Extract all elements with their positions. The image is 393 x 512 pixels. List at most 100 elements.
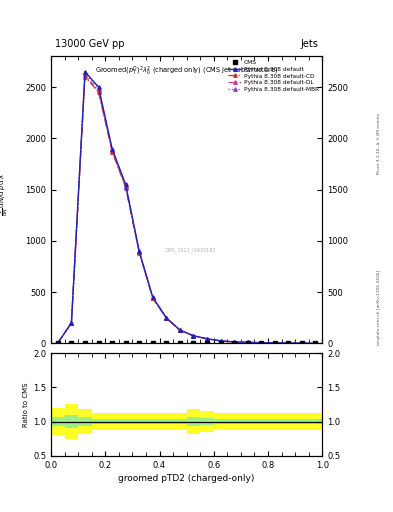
Line: Pythia 8.308 default-DL: Pythia 8.308 default-DL bbox=[56, 73, 317, 345]
CMS bbox=[272, 340, 277, 346]
Pythia 8.308 default-DL bbox=[96, 88, 101, 94]
CMS bbox=[164, 340, 169, 346]
Pythia 8.308 default-CD bbox=[272, 340, 277, 346]
CMS bbox=[69, 340, 74, 346]
CMS bbox=[313, 340, 318, 346]
Pythia 8.308 default-MBR bbox=[110, 146, 114, 153]
Line: Pythia 8.308 default-MBR: Pythia 8.308 default-MBR bbox=[56, 71, 317, 345]
Pythia 8.308 default-CD bbox=[164, 315, 169, 322]
Pythia 8.308 default-CD bbox=[151, 295, 155, 302]
Line: Pythia 8.308 default-CD: Pythia 8.308 default-CD bbox=[56, 75, 317, 345]
Pythia 8.308 default-CD bbox=[259, 339, 264, 346]
Text: Jets: Jets bbox=[301, 38, 318, 49]
Pythia 8.308 default-DL bbox=[299, 340, 304, 346]
CMS bbox=[245, 340, 250, 346]
Pythia 8.308 default-MBR bbox=[299, 340, 304, 346]
Pythia 8.308 default-CD bbox=[69, 320, 74, 326]
Pythia 8.308 default-MBR bbox=[151, 294, 155, 301]
Pythia 8.308 default-DL bbox=[245, 339, 250, 346]
CMS bbox=[137, 340, 141, 346]
Pythia 8.308 default-DL bbox=[83, 72, 87, 78]
Pythia 8.308 default-DL bbox=[232, 339, 237, 345]
Pythia 8.308 default-CD bbox=[286, 340, 291, 346]
Legend: CMS, Pythia 8.308 default, Pythia 8.308 default-CD, Pythia 8.308 default-DL, Pyt: CMS, Pythia 8.308 default, Pythia 8.308 … bbox=[227, 58, 321, 94]
Pythia 8.308 default bbox=[164, 315, 169, 321]
Pythia 8.308 default-DL bbox=[123, 183, 128, 189]
Pythia 8.308 default-CD bbox=[83, 74, 87, 80]
Pythia 8.308 default-MBR bbox=[218, 338, 223, 344]
Pythia 8.308 default bbox=[286, 340, 291, 346]
Pythia 8.308 default-DL bbox=[259, 339, 264, 346]
Pythia 8.308 default-DL bbox=[55, 340, 60, 346]
X-axis label: groomed pTD2 (charged-only): groomed pTD2 (charged-only) bbox=[118, 474, 255, 483]
Pythia 8.308 default bbox=[151, 294, 155, 301]
CMS bbox=[299, 340, 304, 346]
Text: CMS_2021_I1920187: CMS_2021_I1920187 bbox=[165, 247, 217, 253]
CMS bbox=[96, 340, 101, 346]
Text: Rivet 3.1.10, ≥ 3.2M events: Rivet 3.1.10, ≥ 3.2M events bbox=[377, 113, 381, 174]
Pythia 8.308 default bbox=[218, 338, 223, 344]
Pythia 8.308 default-DL bbox=[178, 327, 182, 333]
Pythia 8.308 default-DL bbox=[164, 315, 169, 321]
Pythia 8.308 default bbox=[55, 340, 60, 346]
Pythia 8.308 default bbox=[191, 333, 196, 339]
CMS bbox=[232, 340, 237, 346]
Pythia 8.308 default-CD bbox=[55, 340, 60, 346]
Pythia 8.308 default-CD bbox=[123, 184, 128, 190]
Pythia 8.308 default bbox=[205, 336, 209, 342]
Pythia 8.308 default bbox=[137, 248, 141, 254]
Pythia 8.308 default-DL bbox=[137, 249, 141, 255]
Pythia 8.308 default-CD bbox=[313, 340, 318, 347]
Pythia 8.308 default-DL bbox=[205, 336, 209, 342]
CMS bbox=[286, 340, 291, 346]
Pythia 8.308 default-CD bbox=[96, 89, 101, 95]
Pythia 8.308 default-CD bbox=[299, 340, 304, 346]
Pythia 8.308 default-MBR bbox=[178, 327, 182, 333]
Pythia 8.308 default bbox=[69, 320, 74, 326]
CMS bbox=[218, 340, 223, 346]
Pythia 8.308 default-MBR bbox=[205, 336, 209, 342]
Pythia 8.308 default-DL bbox=[286, 340, 291, 346]
Pythia 8.308 default bbox=[110, 145, 114, 152]
Pythia 8.308 default-MBR bbox=[272, 340, 277, 346]
Pythia 8.308 default-MBR bbox=[137, 248, 141, 254]
Pythia 8.308 default-DL bbox=[191, 333, 196, 339]
Pythia 8.308 default-MBR bbox=[69, 320, 74, 326]
Pythia 8.308 default-MBR bbox=[164, 315, 169, 321]
CMS bbox=[110, 340, 114, 346]
Pythia 8.308 default-DL bbox=[110, 147, 114, 154]
Pythia 8.308 default-MBR bbox=[123, 182, 128, 188]
Pythia 8.308 default bbox=[83, 69, 87, 75]
Line: Pythia 8.308 default: Pythia 8.308 default bbox=[56, 70, 317, 345]
CMS bbox=[259, 340, 264, 346]
Pythia 8.308 default-DL bbox=[218, 338, 223, 344]
Pythia 8.308 default bbox=[123, 181, 128, 187]
Pythia 8.308 default-MBR bbox=[83, 70, 87, 76]
Pythia 8.308 default bbox=[272, 340, 277, 346]
Pythia 8.308 default bbox=[96, 84, 101, 90]
Pythia 8.308 default-CD bbox=[137, 249, 141, 255]
Pythia 8.308 default bbox=[178, 327, 182, 333]
Text: 13000 GeV pp: 13000 GeV pp bbox=[55, 38, 125, 49]
Pythia 8.308 default-MBR bbox=[191, 333, 196, 339]
Text: Groomed$(p_T^D)^2\lambda_0^2$ (charged only) (CMS jet substructure): Groomed$(p_T^D)^2\lambda_0^2$ (charged o… bbox=[95, 65, 278, 78]
Pythia 8.308 default-CD bbox=[191, 333, 196, 339]
CMS bbox=[151, 340, 155, 346]
Pythia 8.308 default bbox=[299, 340, 304, 346]
Pythia 8.308 default-CD bbox=[218, 338, 223, 344]
Pythia 8.308 default-MBR bbox=[55, 340, 60, 346]
CMS bbox=[178, 340, 182, 346]
Pythia 8.308 default bbox=[259, 339, 264, 346]
Pythia 8.308 default-DL bbox=[69, 320, 74, 326]
Pythia 8.308 default-CD bbox=[232, 339, 237, 345]
CMS bbox=[83, 340, 87, 346]
Pythia 8.308 default-DL bbox=[272, 340, 277, 346]
CMS bbox=[123, 340, 128, 346]
CMS bbox=[191, 340, 196, 346]
Pythia 8.308 default-DL bbox=[313, 340, 318, 347]
Pythia 8.308 default-CD bbox=[205, 336, 209, 342]
Pythia 8.308 default-MBR bbox=[232, 339, 237, 345]
Pythia 8.308 default bbox=[232, 339, 237, 345]
Pythia 8.308 default-MBR bbox=[286, 340, 291, 346]
Pythia 8.308 default bbox=[245, 339, 250, 346]
